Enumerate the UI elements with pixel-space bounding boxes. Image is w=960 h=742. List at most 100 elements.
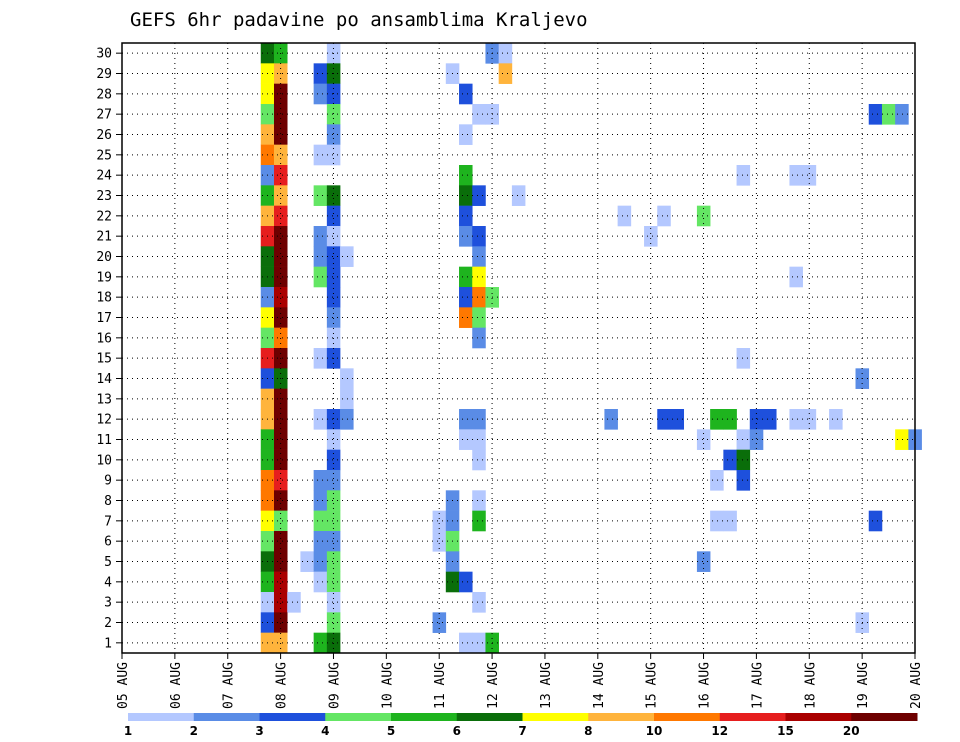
x-tick-label: 17 AUG (750, 662, 765, 709)
data-cell (459, 226, 473, 247)
y-tick-label: 17 (96, 311, 112, 326)
data-cell (326, 449, 341, 471)
data-cell (313, 551, 328, 572)
data-cell (802, 165, 817, 186)
y-tick-label: 3 (104, 596, 112, 611)
colorbar-label: 10 (646, 724, 663, 738)
y-tick-label: 15 (96, 352, 112, 367)
y-axis: 1234567891011121314151617181920212223242… (96, 47, 122, 651)
y-tick-label: 21 (96, 230, 112, 245)
x-tick-label: 19 AUG (856, 662, 871, 709)
data-cell (472, 327, 486, 349)
colorbar-label: 20 (843, 724, 860, 738)
data-cell (326, 226, 341, 247)
data-cell (472, 246, 486, 267)
y-tick-label: 11 (96, 433, 112, 448)
data-cell (326, 287, 341, 308)
data-cell (313, 226, 328, 247)
colorbar-label: 4 (321, 724, 329, 738)
data-cell (657, 409, 671, 430)
data-cell (472, 592, 486, 613)
data-cell (273, 531, 288, 552)
data-cell (313, 409, 328, 430)
data-cell (313, 632, 328, 654)
data-cell (313, 246, 328, 267)
data-cell (472, 632, 486, 654)
data-cell (432, 510, 447, 532)
data-cell (313, 510, 328, 532)
data-cell (326, 531, 341, 552)
data-cell (313, 490, 328, 511)
data-cell (326, 144, 341, 166)
x-tick-label: 07 AUG (222, 662, 237, 709)
x-tick-label: 09 AUG (327, 662, 342, 709)
x-tick-label: 18 AUG (803, 662, 818, 709)
data-cell (326, 185, 341, 206)
data-cell (604, 409, 618, 430)
y-tick-label: 27 (96, 108, 112, 123)
data-cell (273, 205, 288, 227)
grid-lines (121, 43, 916, 653)
x-tick-label: 14 AUG (592, 662, 607, 709)
y-tick-label: 14 (96, 372, 112, 387)
data-cell (895, 429, 909, 450)
colorbar: 1 2 3 4 5 6 7 8 10 12 15 20 (124, 713, 918, 738)
data-cell (498, 63, 513, 84)
data-cell (736, 165, 751, 186)
y-tick-label: 24 (96, 169, 112, 184)
colorbar-segment (391, 713, 458, 721)
data-cell (326, 551, 341, 572)
data-cell (326, 327, 341, 349)
colorbar-segment (785, 713, 852, 721)
y-tick-label: 7 (104, 514, 112, 529)
data-cell (789, 266, 803, 288)
data-cell (326, 266, 341, 288)
data-cell (313, 531, 328, 552)
x-tick-label: 06 AUG (169, 662, 184, 709)
y-tick-label: 28 (96, 87, 112, 102)
data-cell (723, 449, 737, 471)
data-cell (326, 632, 341, 654)
colorbar-segment (851, 713, 918, 721)
x-axis: 05 AUG 06 AUG 07 AUG 08 AUG 09 AUG 10 AUG 11 A… (116, 653, 924, 709)
data-cell (868, 104, 883, 125)
data-cell (644, 226, 658, 247)
y-tick-label: 5 (104, 555, 112, 570)
colorbar-label: 7 (518, 724, 526, 738)
data-cell (789, 409, 803, 430)
data-cell (829, 409, 843, 430)
data-cell (313, 348, 328, 369)
y-tick-label: 29 (96, 67, 112, 82)
data-cell (273, 592, 288, 613)
y-tick-label: 16 (96, 331, 112, 346)
data-cell (273, 124, 288, 145)
data-cell (459, 429, 473, 450)
x-tick-label: 13 AUG (539, 662, 554, 709)
data-cell (472, 104, 486, 125)
x-tick-label: 12 AUG (486, 662, 501, 709)
y-tick-label: 6 (104, 535, 112, 550)
y-tick-label: 13 (96, 392, 112, 407)
x-tick-label: 16 AUG (698, 662, 713, 709)
data-cell (326, 104, 341, 125)
plot-area (121, 42, 916, 654)
data-cell (802, 409, 817, 430)
data-cell (472, 185, 486, 206)
x-tick-label: 05 AUG (116, 662, 131, 709)
y-tick-label: 18 (96, 291, 112, 306)
data-cell (459, 124, 473, 145)
colorbar-segment (456, 713, 523, 721)
data-cell (881, 104, 896, 125)
data-cell (326, 205, 341, 227)
data-cell (617, 205, 632, 227)
data-cell (340, 368, 354, 389)
data-cell (749, 409, 764, 430)
y-tick-label: 2 (104, 616, 112, 631)
y-tick-label: 20 (96, 250, 112, 265)
colorbar-segment (522, 713, 589, 721)
data-cell (326, 510, 341, 532)
data-cell (273, 449, 288, 471)
y-tick-label: 10 (96, 453, 112, 468)
colorbar-label: 12 (711, 724, 728, 738)
